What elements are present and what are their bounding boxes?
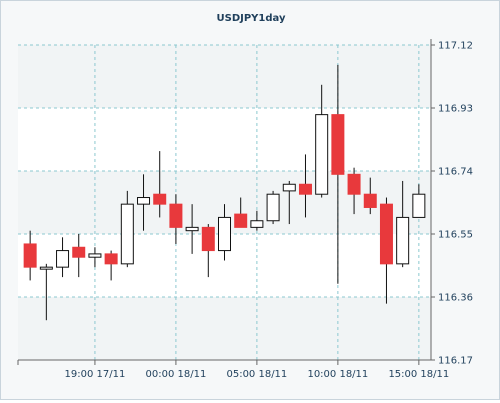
plot-band	[18, 108, 431, 171]
candle	[347, 167, 361, 215]
candle-body-down	[104, 253, 118, 265]
candle-body-up	[396, 216, 410, 265]
candle-body-down	[331, 114, 345, 175]
candle	[396, 180, 410, 268]
candle	[185, 204, 199, 254]
candle-body-down	[72, 246, 86, 258]
candle-body-up	[120, 203, 134, 265]
candle-body-up	[218, 216, 231, 252]
candle	[331, 64, 345, 284]
y-tick-label: 116.93	[438, 104, 473, 115]
candle-body-down	[298, 183, 312, 195]
candle	[137, 174, 151, 231]
candle	[266, 190, 280, 225]
candle-body-up	[88, 253, 102, 258]
candle	[56, 237, 70, 278]
candle-body-down	[379, 203, 393, 265]
chart-title: USDJPY1day	[217, 13, 286, 24]
y-tick-label: 116.74	[438, 167, 473, 178]
candle	[169, 194, 183, 244]
candle	[153, 151, 167, 218]
x-tick-label: 15:00 18/11	[388, 369, 449, 380]
x-tick-label: 10:00 18/11	[307, 369, 368, 380]
candle	[218, 204, 231, 261]
candle	[234, 197, 248, 228]
candle	[250, 210, 264, 231]
candle-body-down	[169, 203, 183, 228]
candle-body-up	[266, 193, 280, 222]
candle-body-down	[363, 193, 377, 208]
candle-body-up	[282, 183, 296, 192]
candle-body-down	[347, 173, 361, 195]
y-tick-label: 117.12	[438, 41, 473, 52]
x-tick-label: 00:00 18/11	[145, 369, 206, 380]
plot-bands	[18, 45, 431, 360]
candle-body-up	[56, 250, 70, 268]
y-axis-labels: 116.17 116.36 116.55 116.74 116.93 117.12	[438, 41, 473, 367]
x-tick-label: 19:00 17/11	[65, 369, 126, 380]
candle	[120, 190, 134, 268]
candle-body-up	[137, 197, 151, 205]
candle	[201, 224, 215, 278]
x-tick-label: 05:00 18/11	[226, 369, 287, 380]
candle-body-up	[250, 220, 264, 228]
candle-body-up	[39, 266, 53, 270]
candle-body-down	[23, 243, 37, 268]
candle-body-up	[412, 193, 426, 218]
candle	[298, 154, 312, 218]
candle	[23, 230, 37, 281]
candle	[412, 184, 426, 218]
candles	[23, 64, 426, 321]
plot-band	[18, 45, 431, 108]
candle	[104, 250, 118, 281]
plot-band	[18, 297, 431, 360]
y-tick-label: 116.55	[438, 230, 473, 241]
candle	[39, 263, 53, 321]
candle-body-down	[153, 193, 167, 205]
y-tick-label: 116.17	[438, 356, 473, 367]
candle	[282, 180, 296, 225]
x-axis-labels: 19:00 17/11 00:00 18/11 05:00 18/11 10:00 1…	[65, 369, 450, 380]
y-tick-label: 116.36	[438, 293, 473, 304]
candle-body-down	[201, 226, 215, 252]
candle-body-up	[185, 226, 199, 232]
candle	[88, 247, 102, 268]
candle-body-down	[234, 213, 248, 228]
candle	[315, 84, 329, 198]
candle-body-up	[315, 114, 329, 195]
candle	[379, 197, 393, 304]
candle	[72, 234, 86, 278]
axes	[17, 39, 435, 365]
candle	[363, 177, 377, 215]
